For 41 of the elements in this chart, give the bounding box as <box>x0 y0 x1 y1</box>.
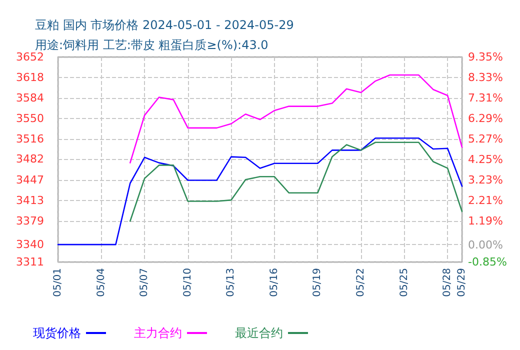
legend-label: 现货价格 <box>33 326 81 340</box>
x-tick-label: 05/19 <box>312 268 324 297</box>
chart-title: 豆粕 国内 市场价格 2024-05-01 - 2024-05-29 <box>35 18 294 32</box>
y-tick-label: 3379 <box>16 214 44 228</box>
x-tick-label: 05/10 <box>182 268 194 297</box>
y2-tick-label: 4.25% <box>468 153 503 166</box>
y2-tick-label: 8.33% <box>468 71 503 84</box>
line-series <box>57 138 463 246</box>
y-tick-label: 3584 <box>16 91 44 104</box>
y2-tick-label: 0.00% <box>468 238 503 252</box>
line-series <box>129 142 463 222</box>
y2-tick-label: -0.85% <box>468 256 507 268</box>
x-tick-label: 05/16 <box>268 268 280 297</box>
y-tick-label: 3340 <box>16 238 44 252</box>
y-tick-label: 3413 <box>16 194 44 208</box>
y-tick-label: 3311 <box>16 256 44 268</box>
x-tick-label: 05/22 <box>356 268 366 297</box>
y2-tick-label: 5.27% <box>468 132 503 146</box>
line-series <box>129 74 463 164</box>
x-tick-label: 05/04 <box>96 268 107 297</box>
x-tick-label: 05/13 <box>226 268 237 297</box>
y2-tick-label: 3.23% <box>468 174 503 186</box>
y2-tick-label: 7.31% <box>468 92 503 104</box>
legend-label: 主力合约 <box>134 326 182 340</box>
y2-tick-label: 2.21% <box>468 194 503 207</box>
x-tick-label: 05/01 <box>52 268 64 297</box>
y-tick-label: 3482 <box>16 152 44 166</box>
y-tick-label: 3652 <box>16 50 44 64</box>
y-tick-label: 3516 <box>16 132 44 146</box>
x-tick-label: 05/25 <box>398 268 410 297</box>
y2-tick-label: 9.35% <box>468 50 503 64</box>
chart-subtitle: 用途:饲料用 工艺:带皮 粗蛋白质≥(%):43.0 <box>35 38 268 52</box>
x-tick-label: 05/29 <box>456 268 468 297</box>
y-tick-label: 3550 <box>16 112 44 125</box>
y2-tick-label: 6.29% <box>468 112 503 125</box>
x-tick-label: 05/07 <box>139 268 150 297</box>
legend-label: 最近合约 <box>235 326 283 340</box>
y-tick-label: 3618 <box>16 70 44 84</box>
y2-tick-label: 1.19% <box>468 214 503 228</box>
y-tick-label: 3447 <box>16 174 44 187</box>
x-tick-label: 05/28 <box>442 268 454 297</box>
